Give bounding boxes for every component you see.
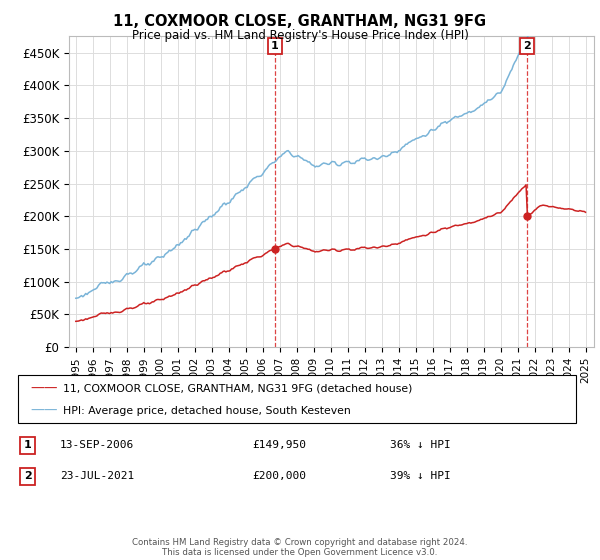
Text: £149,950: £149,950 xyxy=(252,441,306,450)
Text: 39% ↓ HPI: 39% ↓ HPI xyxy=(390,472,451,481)
Text: 2: 2 xyxy=(24,472,31,481)
Text: ——: —— xyxy=(30,404,58,418)
Text: 11, COXMOOR CLOSE, GRANTHAM, NG31 9FG (detached house): 11, COXMOOR CLOSE, GRANTHAM, NG31 9FG (d… xyxy=(63,384,412,394)
Text: Price paid vs. HM Land Registry's House Price Index (HPI): Price paid vs. HM Land Registry's House … xyxy=(131,29,469,42)
Text: 36% ↓ HPI: 36% ↓ HPI xyxy=(390,441,451,450)
Text: Contains HM Land Registry data © Crown copyright and database right 2024.
This d: Contains HM Land Registry data © Crown c… xyxy=(132,538,468,557)
Text: 13-SEP-2006: 13-SEP-2006 xyxy=(60,441,134,450)
Text: 11, COXMOOR CLOSE, GRANTHAM, NG31 9FG: 11, COXMOOR CLOSE, GRANTHAM, NG31 9FG xyxy=(113,14,487,29)
Text: 23-JUL-2021: 23-JUL-2021 xyxy=(60,472,134,481)
Text: £200,000: £200,000 xyxy=(252,472,306,481)
Text: 1: 1 xyxy=(271,41,278,51)
Text: 1: 1 xyxy=(24,441,31,450)
Text: ——: —— xyxy=(30,381,58,395)
Text: HPI: Average price, detached house, South Kesteven: HPI: Average price, detached house, Sout… xyxy=(63,406,351,416)
Text: 2: 2 xyxy=(523,41,531,51)
